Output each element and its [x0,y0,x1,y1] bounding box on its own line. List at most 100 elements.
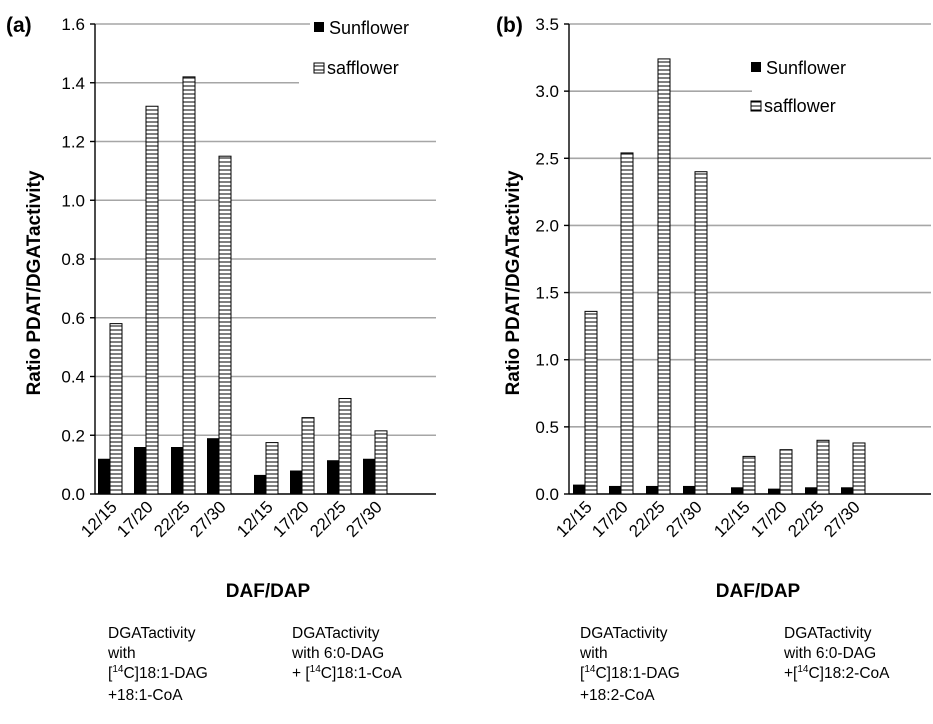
panel-a-y-tick-label: 0.2 [61,426,85,445]
panel-a-legend-sunflower: Sunflower [329,18,409,38]
panel-b-legend: Sunflower safflower [750,50,932,122]
panel-a-x-tick-label: 17/20 [269,497,313,541]
panel-b-y-tick-label: 1.0 [535,351,559,370]
panel-b-legend-safflower: safflower [764,96,836,116]
panel-a-x-tick-label: 27/30 [186,497,230,541]
panel-a-bar-safflower [265,442,279,495]
panel-a-x-tick-label: 12/15 [233,497,277,541]
panel-a-x-tick-label: 22/25 [150,497,194,541]
panel-b-y-tick-label: 0.5 [535,418,559,437]
panel-a-bar-safflower [145,105,159,495]
panel-a-bar-sunflower [171,447,183,494]
panel-b-x-tick-label: 27/30 [820,497,864,541]
panel-b-bar-sunflower [683,485,695,494]
group-note-line: +18:1-CoA [108,687,183,704]
panel-b-label: (b) [496,14,523,37]
panel-b-x-tick-label: 12/15 [710,497,754,541]
panel-a-x-tick-label: 17/20 [113,497,157,541]
panel-a-x-tick-label: 22/25 [306,497,350,541]
group-note-line: with 6:0-DAG [784,645,877,662]
isotope-superscript: 14 [309,664,321,675]
panel-a-legend-swatch-safflower [313,62,325,74]
panel-a-y-tick-label: 0.6 [61,309,85,328]
panel-b-x-tick-label: 17/20 [588,497,632,541]
group-note-line: DGATactivity [784,625,872,642]
panel-a-bar-sunflower [363,458,375,494]
panel-a-y-tick-label: 1.4 [61,74,85,93]
panel-b-ylabel: Ratio PDAT/DGATactivity [503,170,524,395]
panel-a-y-tick-label: 1.6 [61,15,85,34]
panel-b-y-tick-label: 2.5 [535,149,559,168]
isotope-superscript: 14 [584,664,596,675]
panel-b-y-tick-label: 1.5 [535,284,559,303]
panel-b-y-ticks: 0.0 0.5 1.0 1.5 2.0 2.5 3.0 3.5 [535,15,931,504]
panel-a-legend: Sunflower safflower [310,14,436,82]
group-note-line: with 6:0-DAG [292,645,385,662]
panel-b-bar-safflower [742,455,756,495]
panel-b-bar-sunflower [841,487,853,494]
panel-b-x-tick-label: 27/30 [662,497,706,541]
group-note-line: DGATactivity [292,625,380,642]
panel-a-bar-safflower [182,76,196,495]
panel-a-ylabel: Ratio PDAT/DGATactivity [24,170,45,395]
group-note-line: [14C]18:1-DAG [580,664,680,682]
panel-a-bar-sunflower [98,458,110,494]
isotope-superscript: 14 [112,664,124,675]
panel-b-bar-sunflower [805,487,817,494]
panel-b-xlabel: DAF/DAP [716,581,801,602]
panel-b-y-tick-label: 2.0 [535,216,559,235]
panel-a-bar-safflower [301,417,315,495]
panel-b-group-note-2: DGATactivity with 6:0-DAG +[14C]18:2-CoA [784,624,889,686]
panel-b-bar-safflower [694,171,708,495]
panel-a-bar-sunflower [207,438,219,494]
panel-a-bar-safflower [109,323,123,495]
panel-b-bar-safflower [657,58,671,495]
panel-b-bars [573,58,866,495]
panel-b-legend-sunflower: Sunflower [766,58,846,78]
panel-a-bar-sunflower [254,474,266,494]
group-note-line: [14C]18:1-DAG [108,664,208,682]
panel-b-legend-swatch-safflower [750,100,762,112]
panel-b-bar-sunflower [573,484,585,494]
panel-a-xlabel: DAF/DAP [226,581,311,602]
panel-b-legend-swatch-sunflower [751,62,761,72]
panel-b-group-note-1: DGATactivity with [14C]18:1-DAG +18:2-CoA [580,624,680,706]
panel-a-group-note-2: DGATactivity with 6:0-DAG + [14C]18:1-CoA [292,624,402,686]
panel-b-bar-safflower [779,449,793,495]
panel-b-bar-sunflower [768,488,780,494]
panel-b-bar-sunflower [731,487,743,494]
panel-b-x-tick-label: 17/20 [747,497,791,541]
panel-a-bars [98,76,388,495]
panel-b-legend-background [752,50,932,122]
panel-a-x-tick-label: 27/30 [342,497,386,541]
panel-a-bar-sunflower [290,470,302,494]
panel-b-bar-sunflower [609,485,621,494]
panel-a-bar-safflower [338,398,352,495]
panel-a-y-tick-label: 1.0 [61,191,85,210]
panel-a: (a) Ratio PDAT/DGATactivity DAF/DAP 0.0 0… [6,14,436,602]
panel-b-bar-sunflower [646,485,658,494]
panel-a-group-note-1: DGATactivity with [14C]18:1-DAG +18:1-CoA [108,624,208,706]
panel-b-x-tick-label: 22/25 [625,497,669,541]
group-note-line: + [14C]18:1-CoA [292,664,402,682]
group-note-line: +18:2-CoA [580,687,655,704]
group-note-line: with [580,645,608,662]
panel-a-bar-safflower [218,155,232,495]
group-note-line: DGATactivity [580,625,668,642]
panel-b-bar-safflower [584,310,598,495]
panel-a-legend-background [310,14,436,82]
panel-a-bar-sunflower [134,447,146,494]
panel-b-bar-safflower [852,442,866,495]
panel-a-legend-safflower: safflower [327,58,399,78]
group-note-line: DGATactivity [108,625,196,642]
panel-a-label: (a) [6,14,32,37]
isotope-superscript: 14 [797,664,809,675]
panel-b-y-tick-label: 3.5 [535,15,559,34]
panel-a-y-tick-label: 0.4 [61,368,85,387]
panel-b-bar-safflower [620,152,634,495]
panel-a-bar-sunflower [327,460,339,494]
panel-b-y-tick-label: 3.0 [535,82,559,101]
